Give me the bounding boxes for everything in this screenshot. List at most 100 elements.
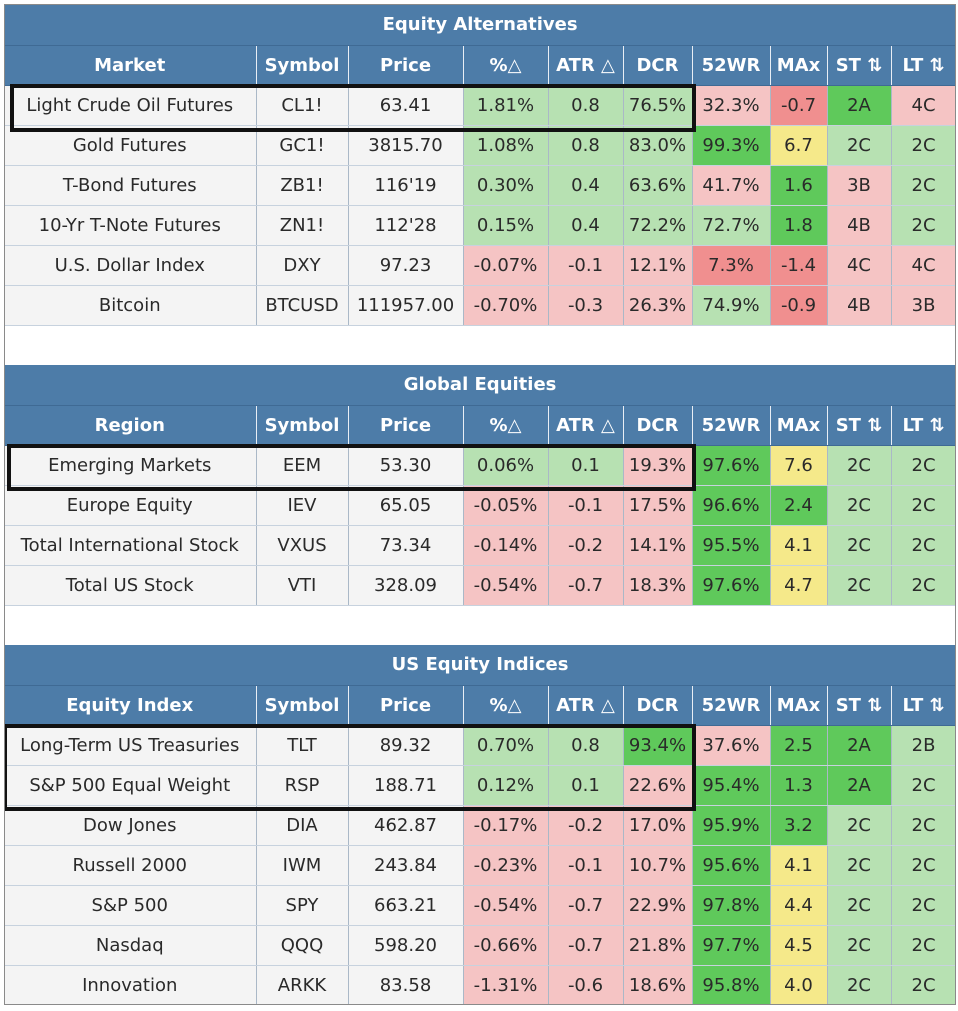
max-cell: 7.6 — [770, 445, 828, 486]
table-row[interactable]: Emerging Markets EEM 53.30 0.06% 0.1 19.3% 97.… — [5, 445, 955, 486]
col-header-pct-change[interactable]: %△ — [463, 405, 549, 446]
price-cell: 97.23 — [348, 245, 464, 286]
col-header-name[interactable]: Market — [5, 45, 257, 86]
lt-cell: 4C — [891, 245, 955, 286]
col-header-52wr[interactable]: 52WR — [692, 685, 771, 726]
symbol-cell: IWM — [256, 845, 349, 886]
table-row[interactable]: S&P 500 Equal Weight RSP 188.71 0.12% 0.1 22.… — [5, 765, 955, 806]
col-header-symbol[interactable]: Symbol — [256, 45, 349, 86]
lt-cell: 2C — [891, 845, 955, 886]
table-row[interactable]: Total International Stock VXUS 73.34 -0.14%… — [5, 525, 955, 566]
st-cell: 2C — [827, 885, 892, 926]
st-cell: 2C — [827, 925, 892, 966]
symbol-cell: ZB1! — [256, 165, 349, 206]
52wr-cell: 7.3% — [692, 245, 771, 286]
col-header-52wr[interactable]: 52WR — [692, 405, 771, 446]
name-cell: Emerging Markets — [5, 445, 257, 486]
column-header-row: Equity Index Symbol Price %△ ATR △ DCR 52WR MAx… — [5, 685, 955, 726]
table-row[interactable]: Gold Futures GC1! 3815.70 1.08% 0.8 83.0% 99.3… — [5, 125, 955, 166]
col-header-atr-change[interactable]: ATR △ — [548, 45, 624, 86]
table-row[interactable]: Nasdaq QQQ 598.20 -0.66% -0.7 21.8% 97.7% 4.5 2C… — [5, 925, 955, 966]
pct-change-cell: 0.15% — [463, 205, 549, 246]
col-header-name[interactable]: Equity Index — [5, 685, 257, 726]
col-header-dcr[interactable]: DCR — [623, 405, 693, 446]
col-header-max[interactable]: MAx — [770, 45, 828, 86]
st-cell: 2C — [827, 565, 892, 606]
table-row[interactable]: Bitcoin BTCUSD 111957.00 -0.70% -0.3 26.3% 74.… — [5, 285, 955, 326]
max-cell: 1.3 — [770, 765, 828, 806]
col-header-52wr[interactable]: 52WR — [692, 45, 771, 86]
atr-change-cell: -0.6 — [548, 965, 624, 1004]
col-header-st[interactable]: ST ⇅ — [827, 405, 892, 446]
section-title: US Equity Indices — [5, 645, 955, 686]
st-cell: 2C — [827, 845, 892, 886]
col-header-symbol[interactable]: Symbol — [256, 685, 349, 726]
table-row[interactable]: U.S. Dollar Index DXY 97.23 -0.07% -0.1 12.1%… — [5, 245, 955, 286]
col-header-lt[interactable]: LT ⇅ — [891, 45, 955, 86]
price-cell: 63.41 — [348, 85, 464, 126]
col-header-pct-change[interactable]: %△ — [463, 45, 549, 86]
lt-cell: 2C — [891, 165, 955, 206]
st-cell: 4B — [827, 285, 892, 326]
st-cell: 2C — [827, 525, 892, 566]
dcr-cell: 14.1% — [623, 525, 693, 566]
max-cell: 1.6 — [770, 165, 828, 206]
col-header-max[interactable]: MAx — [770, 685, 828, 726]
col-header-max[interactable]: MAx — [770, 405, 828, 446]
symbol-cell: GC1! — [256, 125, 349, 166]
atr-change-cell: 0.4 — [548, 205, 624, 246]
col-header-atr-change[interactable]: ATR △ — [548, 405, 624, 446]
section-global-equities-title-row: Global Equities — [5, 365, 955, 406]
52wr-cell: 32.3% — [692, 85, 771, 126]
dcr-cell: 22.6% — [623, 765, 693, 806]
dcr-cell: 17.5% — [623, 485, 693, 526]
table-row[interactable]: Total US Stock VTI 328.09 -0.54% -0.7 18.3% 97… — [5, 565, 955, 606]
table-row[interactable]: Dow Jones DIA 462.87 -0.17% -0.2 17.0% 95.9% 3.… — [5, 805, 955, 846]
table-row[interactable]: Long-Term US Treasuries TLT 89.32 0.70% 0.8 9… — [5, 725, 955, 766]
col-header-price[interactable]: Price — [348, 405, 464, 446]
pct-change-cell: -0.14% — [463, 525, 549, 566]
52wr-cell: 96.6% — [692, 485, 771, 526]
pct-change-cell: -0.17% — [463, 805, 549, 846]
col-header-st[interactable]: ST ⇅ — [827, 45, 892, 86]
st-cell: 2C — [827, 965, 892, 1004]
column-header-row: Region Symbol Price %△ ATR △ DCR 52WR MAx ST ⇅ LT… — [5, 405, 955, 446]
lt-cell: 2C — [891, 525, 955, 566]
col-header-price[interactable]: Price — [348, 685, 464, 726]
table-row[interactable]: 10-Yr T-Note Futures ZN1! 112'28 0.15% 0.4 72… — [5, 205, 955, 246]
col-header-price[interactable]: Price — [348, 45, 464, 86]
col-header-symbol[interactable]: Symbol — [256, 405, 349, 446]
col-header-st[interactable]: ST ⇅ — [827, 685, 892, 726]
atr-change-cell: -0.2 — [548, 525, 624, 566]
table-row[interactable]: T-Bond Futures ZB1! 116'19 0.30% 0.4 63.6% 41.… — [5, 165, 955, 206]
st-cell: 4C — [827, 245, 892, 286]
section-us-equity-indices-title-row: US Equity Indices — [5, 645, 955, 686]
col-header-atr-change[interactable]: ATR △ — [548, 685, 624, 726]
pct-change-cell: -0.07% — [463, 245, 549, 286]
section-spacer — [5, 605, 955, 645]
col-header-pct-change[interactable]: %△ — [463, 685, 549, 726]
col-header-dcr[interactable]: DCR — [623, 685, 693, 726]
section-title: Equity Alternatives — [5, 5, 955, 46]
table-row[interactable]: Russell 2000 IWM 243.84 -0.23% -0.1 10.7% 95.6… — [5, 845, 955, 886]
symbol-cell: RSP — [256, 765, 349, 806]
lt-cell: 2C — [891, 125, 955, 166]
col-header-lt[interactable]: LT ⇅ — [891, 685, 955, 726]
table-row[interactable]: Innovation ARKK 83.58 -1.31% -0.6 18.6% 95.8% 4… — [5, 965, 955, 1004]
52wr-cell: 95.8% — [692, 965, 771, 1004]
max-cell: -0.7 — [770, 85, 828, 126]
st-cell: 4B — [827, 205, 892, 246]
lt-cell: 2B — [891, 725, 955, 766]
table-row[interactable]: Europe Equity IEV 65.05 -0.05% -0.1 17.5% 96.6… — [5, 485, 955, 526]
name-cell: U.S. Dollar Index — [5, 245, 257, 286]
table-row[interactable]: Light Crude Oil Futures CL1! 63.41 1.81% 0.8… — [5, 85, 955, 126]
dcr-cell: 18.6% — [623, 965, 693, 1004]
price-cell: 328.09 — [348, 565, 464, 606]
col-header-lt[interactable]: LT ⇅ — [891, 405, 955, 446]
lt-cell: 4C — [891, 85, 955, 126]
table-row[interactable]: S&P 500 SPY 663.21 -0.54% -0.7 22.9% 97.8% 4.4 2… — [5, 885, 955, 926]
pct-change-cell: -0.66% — [463, 925, 549, 966]
col-header-name[interactable]: Region — [5, 405, 257, 446]
col-header-dcr[interactable]: DCR — [623, 45, 693, 86]
spacer-cell — [5, 605, 955, 645]
